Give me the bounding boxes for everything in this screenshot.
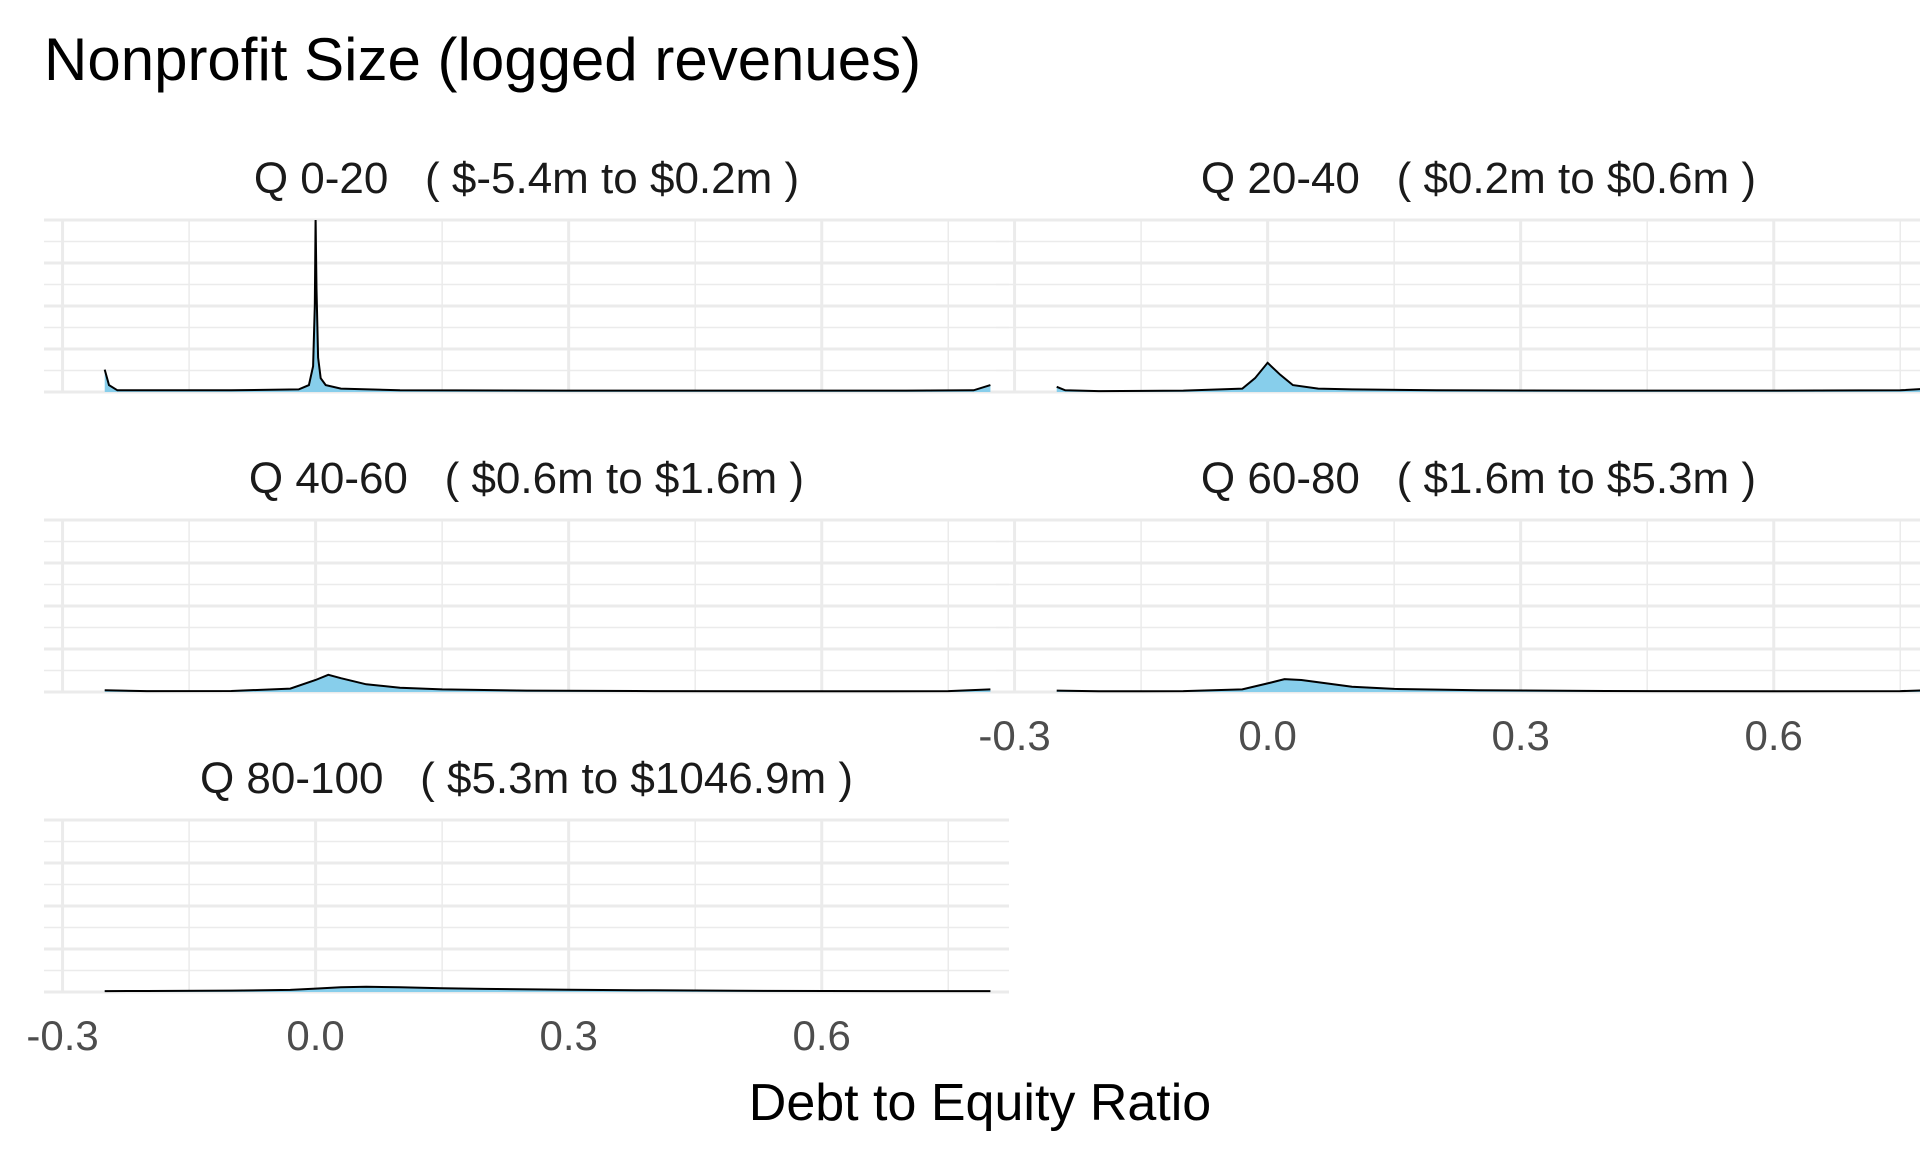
- density-line: [104, 673, 991, 693]
- x-tick-label: 0.3: [1491, 712, 1549, 759]
- density-area: [104, 674, 991, 692]
- density-line: [1056, 678, 1920, 693]
- facet-label: Q 80-100 ( $5.3m to $1046.9m ): [200, 754, 853, 803]
- x-axis-label: Debt to Equity Ratio: [749, 1074, 1211, 1132]
- facet-panels: Q 0-20 ( $-5.4m to $0.2m ) Q 20-40 ( $0.2…: [44, 154, 1920, 994]
- facet-panel-1: Q 0-20 ( $-5.4m to $0.2m ): [44, 154, 1009, 394]
- x-tick-label: 0.0: [286, 1012, 344, 1059]
- facet-panel-2: Q 20-40 ( $0.2m to $0.6m ): [996, 154, 1920, 394]
- facet-label: Q 40-60 ( $0.6m to $1.6m ): [249, 454, 804, 503]
- density-area: [1056, 362, 1920, 392]
- x-axis-right: -0.3 0.0 0.3 0.6: [978, 712, 1803, 759]
- x-tick-label: 0.6: [1745, 712, 1803, 759]
- x-axis-left: -0.3 0.0 0.3 0.6: [26, 1012, 851, 1059]
- density-line: [1056, 361, 1920, 393]
- facet-label: Q 20-40 ( $0.2m to $0.6m ): [1201, 154, 1756, 203]
- x-tick-label: 0.3: [539, 1012, 597, 1059]
- x-tick-label: 0.6: [793, 1012, 851, 1059]
- facet-panel-5: Q 80-100 ( $5.3m to $1046.9m ): [44, 754, 1009, 994]
- facet-panel-3: Q 40-60 ( $0.6m to $1.6m ): [44, 454, 1009, 694]
- x-tick-label: -0.3: [26, 1012, 98, 1059]
- x-tick-label: 0.0: [1238, 712, 1296, 759]
- density-line: [104, 985, 991, 993]
- facet-label: Q 60-80 ( $1.6m to $5.3m ): [1201, 454, 1756, 503]
- facet-panel-4: Q 60-80 ( $1.6m to $5.3m ): [996, 454, 1920, 694]
- chart-title: Nonprofit Size (logged revenues): [44, 26, 921, 93]
- density-line: [103, 219, 991, 392]
- facet-label: Q 0-20 ( $-5.4m to $0.2m ): [254, 154, 799, 203]
- x-tick-label: -0.3: [978, 712, 1050, 759]
